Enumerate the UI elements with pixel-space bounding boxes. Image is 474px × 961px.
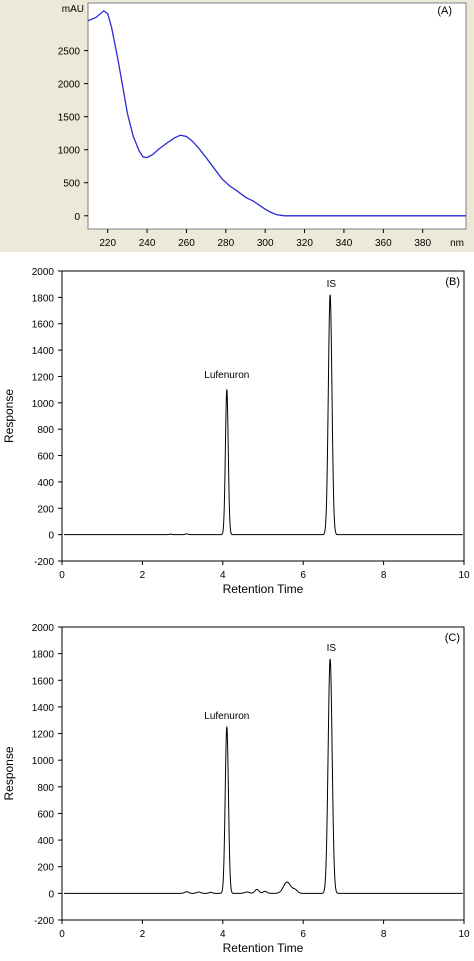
x-axis-title: Retention Time xyxy=(223,941,304,955)
y-tick-label: 1800 xyxy=(32,650,55,661)
x-tick-label: 10 xyxy=(458,929,470,940)
x-tick-label: 2 xyxy=(140,929,146,940)
y-tick-label: 0 xyxy=(48,889,54,900)
uv-spectrum-panel: 0 500 1000 1500 2000 2500 220 240 260 280 300 320 34… xyxy=(0,0,474,252)
x-tick-label: 0 xyxy=(59,570,65,581)
y-tick-label: 2500 xyxy=(58,47,81,58)
y-axis-unit-label: mAU xyxy=(62,4,84,15)
x-axis-unit-label: nm xyxy=(450,238,464,249)
panel-label: (B) xyxy=(445,276,460,288)
y-tick-label: 1400 xyxy=(32,346,55,357)
chromatogram-b-panel: -200 0 200 400 600 800 1000 1200 1400 1600 1800 200… xyxy=(0,262,474,610)
y-tick-label: 800 xyxy=(37,783,54,794)
x-tick-label: 240 xyxy=(139,238,156,249)
panel-label: (C) xyxy=(445,632,460,644)
y-tick-label: 1000 xyxy=(32,399,55,410)
absorbance-series-line xyxy=(87,10,466,217)
x-tick-label: 220 xyxy=(99,238,116,249)
y-tick-label: 1800 xyxy=(32,293,55,304)
peak-label-is: IS xyxy=(327,279,337,290)
x-tick-label: 10 xyxy=(458,570,470,581)
y-tick-label: 2000 xyxy=(32,267,55,278)
x-tick-label: 6 xyxy=(300,570,306,581)
x-tick-label: 380 xyxy=(414,238,431,249)
y-tick-label: 1500 xyxy=(58,113,81,124)
y-tick-label: 600 xyxy=(37,809,54,820)
chromatogram-b-chart: -200 0 200 400 600 800 1000 1200 1400 1600 1800 200… xyxy=(2,267,470,596)
plot-frame xyxy=(61,626,465,921)
y-axis-title: Response xyxy=(2,746,16,800)
y-tick-label: 1200 xyxy=(32,372,55,383)
x-tick-label: 280 xyxy=(217,238,234,249)
chromatogram-trace xyxy=(64,294,463,536)
x-tick-label: 320 xyxy=(296,238,313,249)
y-tick-label: 0 xyxy=(74,212,80,223)
y-tick-label: 600 xyxy=(37,452,54,463)
x-tick-label: 6 xyxy=(300,929,306,940)
x-tick-label: 340 xyxy=(336,238,353,249)
x-tick-label: 360 xyxy=(375,238,392,249)
y-tick-label: 400 xyxy=(37,478,54,489)
x-axis-title: Retention Time xyxy=(223,582,304,596)
y-tick-label: -200 xyxy=(34,916,54,927)
y-tick-label: 800 xyxy=(37,425,54,436)
peak-label-is: IS xyxy=(327,643,337,654)
chromatogram-c-chart: -200 0 200 400 600 800 1000 1200 1400 1600 1800 200… xyxy=(2,623,470,955)
y-tick-label: 400 xyxy=(37,836,54,847)
panel-label: (A) xyxy=(437,5,452,17)
y-tick-label: 1600 xyxy=(32,320,55,331)
y-axis-title: Response xyxy=(2,389,16,443)
x-tick-label: 0 xyxy=(59,929,65,940)
y-tick-label: 200 xyxy=(37,863,54,874)
y-tick-label: 0 xyxy=(48,531,54,542)
plot-frame xyxy=(61,270,465,562)
x-tick-label: 4 xyxy=(220,929,226,940)
y-tick-label: -200 xyxy=(34,557,54,568)
y-tick-label: 1000 xyxy=(32,756,55,767)
y-tick-label: 1600 xyxy=(32,676,55,687)
y-tick-label: 1200 xyxy=(32,730,55,741)
y-tick-label: 500 xyxy=(63,179,80,190)
x-tick-label: 300 xyxy=(257,238,274,249)
y-tick-label: 200 xyxy=(37,504,54,515)
y-tick-label: 1000 xyxy=(58,146,81,157)
chromatogram-trace xyxy=(64,658,463,894)
chromatogram-c-panel: -200 0 200 400 600 800 1000 1200 1400 1600 1800 200… xyxy=(0,618,474,961)
y-tick-label: 1400 xyxy=(32,703,55,714)
y-tick-label: 2000 xyxy=(32,623,55,634)
uv-spectrum-chart: 0 500 1000 1500 2000 2500 220 240 260 280 300 320 34… xyxy=(0,0,474,252)
peak-label-lufenuron: Lufenuron xyxy=(204,370,249,381)
x-tick-label: 4 xyxy=(220,570,226,581)
x-tick-label: 8 xyxy=(381,929,387,940)
x-tick-label: 2 xyxy=(140,570,146,581)
x-tick-label: 8 xyxy=(381,570,387,581)
y-tick-label: 2000 xyxy=(58,80,81,91)
spectrum-plot-area xyxy=(87,2,467,230)
x-tick-label: 260 xyxy=(178,238,195,249)
peak-label-lufenuron: Lufenuron xyxy=(204,711,249,722)
